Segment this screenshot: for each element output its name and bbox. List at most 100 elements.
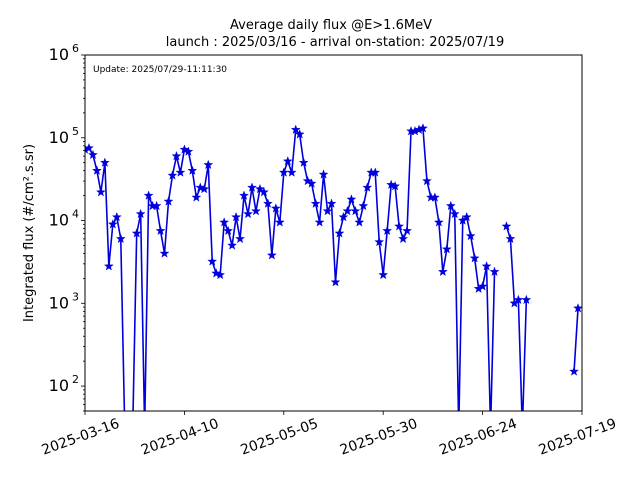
data-point <box>521 294 532 305</box>
y-tick-exponent: 6 <box>72 42 79 55</box>
data-point <box>437 266 448 277</box>
data-point <box>429 192 440 202</box>
data-point <box>441 244 452 254</box>
data-point <box>262 198 273 208</box>
data-point <box>155 225 166 236</box>
data-point <box>422 175 432 186</box>
data-point <box>362 182 373 192</box>
data-point <box>390 181 401 191</box>
data-point <box>227 240 238 250</box>
data-point <box>306 178 317 188</box>
data-point <box>350 205 361 216</box>
data-point <box>95 187 106 197</box>
y-tick-label: 10 <box>49 128 69 147</box>
x-tick-label: 2025-07-19 <box>537 416 619 459</box>
data-point <box>135 208 146 219</box>
data-point <box>99 157 110 167</box>
data-point <box>163 196 174 206</box>
data-point <box>469 253 480 263</box>
data-point <box>334 228 345 238</box>
series-layer <box>85 123 582 411</box>
x-tick-label: 2025-05-30 <box>338 416 420 459</box>
data-point <box>266 250 277 260</box>
x-ticks: 2025-03-16 2025-04-10 2025-05-05 2025-05-30… <box>40 411 619 459</box>
data-point <box>167 170 178 180</box>
data-point <box>207 256 218 266</box>
data-point <box>358 200 369 211</box>
data-point <box>243 208 253 219</box>
x-tick-label: 2025-06-24 <box>437 416 519 459</box>
data-point <box>573 303 582 313</box>
data-point <box>175 167 186 177</box>
data-point <box>91 165 102 175</box>
data-point <box>111 211 122 222</box>
x-tick-label: 2025-03-16 <box>40 416 122 459</box>
data-point <box>298 157 309 167</box>
data-point <box>107 219 118 229</box>
data-point <box>187 165 198 175</box>
data-point <box>465 230 476 241</box>
data-point <box>402 225 412 236</box>
data-point <box>179 144 190 154</box>
data-point <box>199 183 210 194</box>
data-point <box>191 192 202 202</box>
data-point <box>85 142 94 153</box>
data-point <box>131 228 142 238</box>
x-tick-label: 2025-05-05 <box>238 416 320 459</box>
y-tick-exponent: 3 <box>72 290 79 303</box>
data-point <box>501 221 512 231</box>
data-point <box>115 233 126 244</box>
y-tick-exponent: 5 <box>72 125 79 138</box>
chart-title-line-1: Average daily flux @E>1.6MeV <box>230 18 432 33</box>
data-point <box>481 261 492 271</box>
data-point <box>143 190 154 200</box>
data-point <box>489 266 500 277</box>
data-point <box>382 225 393 236</box>
data-point <box>294 129 305 139</box>
y-tick-label: 10 <box>49 211 69 230</box>
plot-frame <box>84 54 583 412</box>
update-annotation: Update: 2025/07/29-11:11:30 <box>93 65 227 75</box>
y-tick-label: 10 <box>49 376 69 395</box>
data-point <box>247 182 257 192</box>
data-point <box>159 248 170 258</box>
data-point <box>398 233 409 244</box>
data-point <box>310 198 321 208</box>
data-point <box>231 211 242 222</box>
data-point <box>215 269 226 280</box>
data-point <box>274 217 285 227</box>
data-point <box>354 217 365 227</box>
data-point <box>569 366 579 376</box>
data-point <box>477 281 488 291</box>
data-point <box>370 167 381 177</box>
chart-title-line-2: launch : 2025/03/16 - arrival on-station… <box>166 35 504 50</box>
data-point <box>461 211 472 222</box>
y-axis-label: Integrated flux (#/cm².s.sr) <box>22 144 37 322</box>
series-line <box>573 308 579 372</box>
y-tick-label: 10 <box>49 293 69 312</box>
data-point <box>203 159 214 170</box>
data-point <box>418 123 428 133</box>
data-point <box>338 211 349 222</box>
data-point <box>282 156 293 166</box>
y-tick-label: 10 <box>49 45 69 64</box>
data-point <box>445 200 456 211</box>
data-point <box>449 208 460 219</box>
data-point <box>88 149 98 160</box>
data-point <box>219 217 230 227</box>
data-point <box>270 203 281 213</box>
data-point <box>326 198 337 208</box>
data-point <box>286 167 297 177</box>
data-point <box>302 175 313 186</box>
data-point <box>171 150 182 161</box>
data-point <box>251 205 261 216</box>
data-point <box>290 124 301 134</box>
data-point <box>151 200 162 211</box>
data-point <box>505 233 516 244</box>
y-tick-exponent: 2 <box>72 373 79 386</box>
data-point <box>346 194 357 204</box>
data-point <box>239 190 249 200</box>
data-point <box>433 217 444 227</box>
